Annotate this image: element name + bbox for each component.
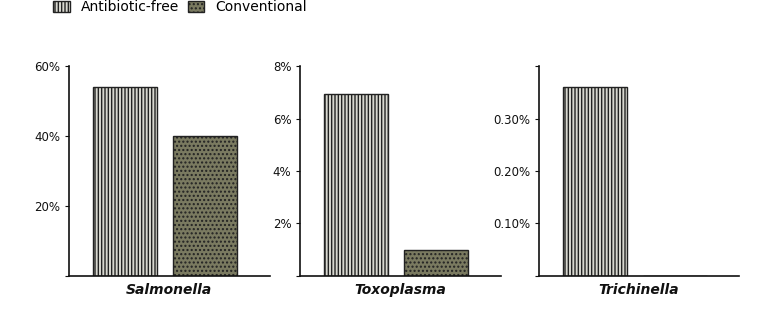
X-axis label: Salmonella: Salmonella <box>126 283 213 296</box>
Bar <box>173 136 237 276</box>
Bar <box>563 87 627 276</box>
Bar <box>404 250 468 276</box>
Bar <box>93 87 157 276</box>
Legend: Antibiotic-free, Conventional: Antibiotic-free, Conventional <box>53 0 307 14</box>
X-axis label: Trichinella: Trichinella <box>599 283 679 296</box>
Bar <box>324 94 388 276</box>
X-axis label: Toxoplasma: Toxoplasma <box>354 283 447 296</box>
